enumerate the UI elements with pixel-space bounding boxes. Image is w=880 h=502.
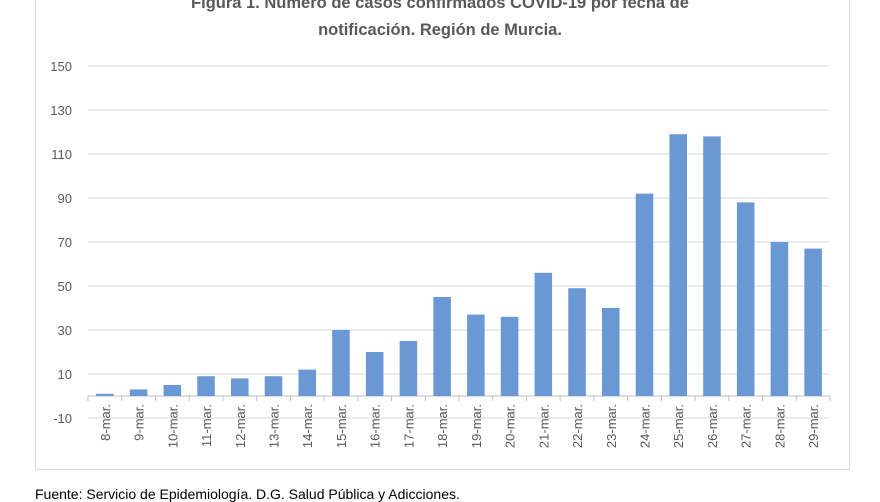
bar-12-mar. [231, 378, 249, 396]
bar-11-mar. [197, 376, 215, 396]
x-tick-label: 16-mar. [368, 404, 383, 448]
bar-27-mar. [736, 202, 755, 396]
y-tick-label: 130 [50, 103, 72, 118]
bar-28-mar. [770, 242, 789, 396]
bar-16-mar. [365, 352, 384, 396]
y-tick-label: 30 [58, 323, 72, 338]
source-note: Fuente: Servicio de Epidemiología. D.G. … [35, 486, 460, 502]
bar-17-mar. [399, 341, 418, 396]
bar-22-mar. [568, 288, 586, 396]
x-tick-label: 21-mar. [536, 404, 551, 448]
x-tick-label: 13-mar. [267, 404, 282, 448]
y-tick-label: 90 [58, 191, 72, 206]
x-tick-label: 24-mar. [638, 404, 653, 448]
x-tick-label: 20-mar. [503, 404, 518, 448]
x-tick-label: 9-mar. [132, 404, 147, 441]
x-tick-label: 28-mar. [772, 404, 787, 448]
bar-20-mar. [500, 316, 519, 396]
x-tick-label: 29-mar. [806, 404, 821, 448]
bar-29-mar. [804, 248, 822, 396]
y-tick-label: 110 [51, 147, 72, 162]
bar-chart: 150 130 110 90 70 50 30 10 -10 8-mar. 9-mar. 10-mar… [50, 59, 831, 448]
x-tick-label: 12-mar. [233, 404, 248, 448]
x-tick-label: 25-mar. [671, 404, 686, 448]
bar-9-mar. [129, 389, 148, 396]
bar-25-mar. [669, 134, 687, 396]
y-tick-label: 50 [58, 279, 72, 294]
x-tick-label: 15-mar. [334, 404, 349, 448]
y-tick-label: 150 [50, 59, 72, 74]
y-tick-label: -10 [53, 411, 72, 426]
x-tick-label: 18-mar. [435, 404, 450, 448]
bar-19-mar. [467, 314, 485, 396]
bar-18-mar. [433, 297, 451, 396]
bar-24-mar. [635, 193, 654, 396]
x-tick-label: 22-mar. [570, 404, 585, 448]
x-tick-label: 19-mar. [469, 404, 484, 448]
y-tick-label: 70 [58, 235, 72, 250]
x-tick-label: 8-mar. [98, 404, 113, 441]
chart-frame [35, 0, 850, 470]
bar-13-mar. [264, 376, 283, 396]
x-tick-label: 10-mar. [165, 404, 180, 448]
bar-26-mar. [703, 136, 721, 396]
x-tick-label: 17-mar. [401, 404, 416, 448]
bar-23-mar. [602, 308, 620, 396]
x-tick-label: 27-mar. [739, 404, 754, 448]
x-tick-label: 26-mar. [705, 404, 720, 448]
bar-21-mar. [534, 272, 553, 396]
x-tick-label: 23-mar. [604, 404, 619, 448]
bar-15-mar. [332, 330, 350, 396]
x-tick-label: 14-mar. [300, 404, 315, 448]
x-tick-label: 11-mar. [199, 404, 214, 447]
chart-title-line-2: notificación. Región de Murcia. [318, 21, 562, 39]
chart-title-line-1: Figura 1. Número de casos confirmados CO… [191, 0, 689, 12]
bar-14-mar. [298, 369, 316, 396]
y-tick-label: 10 [58, 367, 72, 382]
bar-10-mar. [163, 385, 182, 396]
bar-8-mar. [96, 393, 114, 396]
